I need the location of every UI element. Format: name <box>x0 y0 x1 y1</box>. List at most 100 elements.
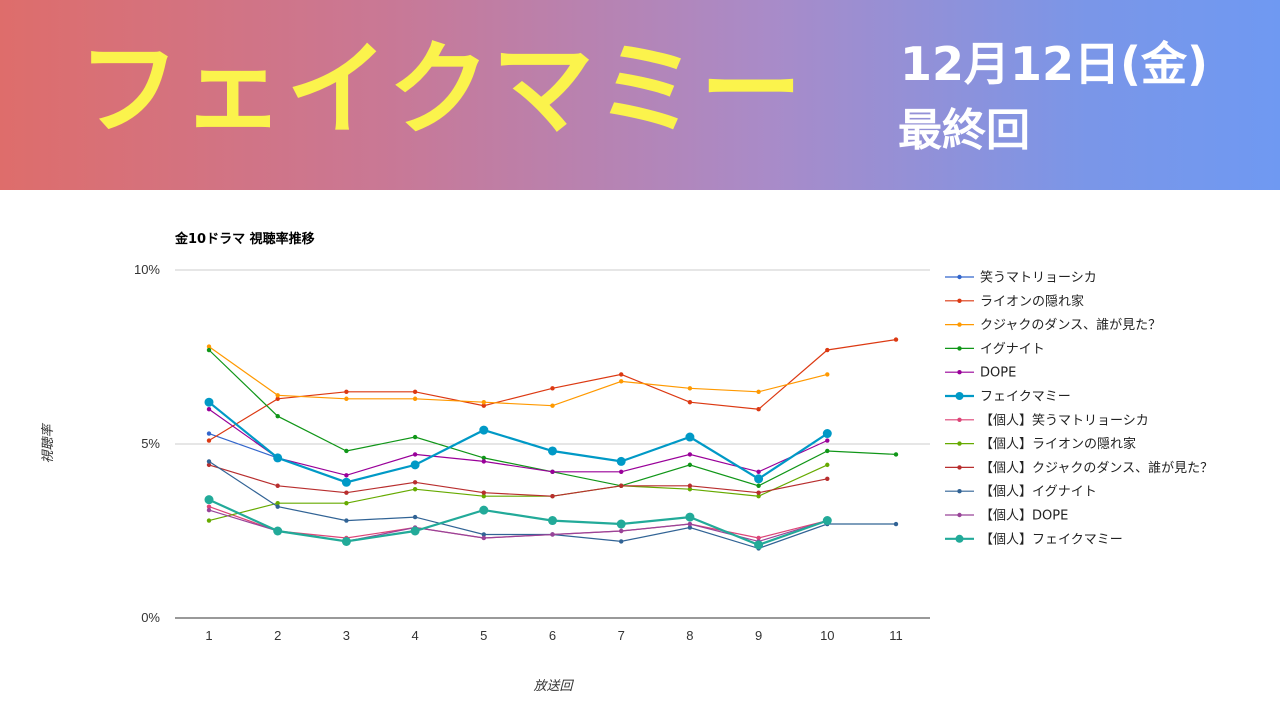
data-point <box>412 434 418 440</box>
legend-label: 【個人】イグナイト <box>980 485 1097 500</box>
data-point <box>412 452 418 457</box>
legend-label: 【個人】クジャクのダンス、誰が見た？ <box>980 460 1213 476</box>
y-axis-title: 視聴率 <box>40 423 56 464</box>
y-tick-label: 5% <box>141 436 160 451</box>
data-point <box>479 505 489 515</box>
x-tick-label: 6 <box>549 628 556 643</box>
data-point <box>412 514 418 520</box>
data-point <box>275 483 280 488</box>
series-line <box>208 464 828 522</box>
data-point <box>273 453 283 463</box>
data-point <box>410 460 420 470</box>
header-banner: フェイクマミー 12月12日(金) 最終回 <box>0 0 1280 190</box>
x-tick-label: 8 <box>686 628 693 643</box>
data-point <box>275 413 280 419</box>
legend-label: クジャクのダンス、誰が見た？ <box>980 317 1161 333</box>
data-point <box>206 462 212 468</box>
series-5 <box>206 407 830 478</box>
legend-swatch-marker <box>957 298 962 303</box>
data-point <box>481 494 486 499</box>
x-tick-label: 1 <box>205 628 212 643</box>
data-point <box>275 396 280 401</box>
data-point <box>206 347 212 353</box>
data-point <box>479 425 489 435</box>
data-point <box>756 469 761 475</box>
data-point <box>616 456 626 466</box>
data-point <box>206 431 212 436</box>
chart-ticks: 0% 5% 10% 1 2 3 4 5 6 7 8 9 10 11 <box>134 262 903 643</box>
data-point <box>344 518 349 523</box>
x-axis-title: 放送回 <box>533 679 574 694</box>
x-tick-label: 2 <box>274 628 281 643</box>
data-point <box>481 532 486 537</box>
legend-label: ライオンの隠れ家 <box>980 293 1084 309</box>
data-point <box>687 525 693 530</box>
series-12 <box>204 495 832 550</box>
data-point <box>412 480 418 485</box>
x-tick-label: 11 <box>889 628 903 643</box>
legend-label: イグナイト <box>980 342 1045 357</box>
data-point <box>687 452 693 457</box>
legend-swatch-marker <box>957 417 962 422</box>
air-date: 12月12日(金) <box>900 37 1209 91</box>
data-point <box>756 490 761 495</box>
legend-label: 【個人】DOPE <box>980 509 1068 524</box>
data-point <box>756 494 761 499</box>
legend-swatch-marker <box>957 465 962 470</box>
data-point <box>619 469 624 475</box>
series-line <box>208 349 897 487</box>
legend-label: フェイクマミー <box>980 390 1071 405</box>
legend-label: 【個人】笑うマトリョーシカ <box>980 412 1149 428</box>
data-point <box>275 504 280 509</box>
data-point <box>548 446 557 456</box>
series-line <box>208 408 828 476</box>
data-point <box>481 459 486 464</box>
legend-swatch-marker <box>957 489 962 494</box>
data-point <box>893 452 899 457</box>
data-point <box>685 432 695 442</box>
chart-title: 金10ドラマ 視聴率推移 <box>174 231 315 247</box>
data-point <box>550 386 555 391</box>
data-point <box>410 526 420 536</box>
series-line <box>208 401 828 484</box>
data-point <box>825 347 830 353</box>
data-point <box>481 400 486 405</box>
series-line <box>208 498 828 547</box>
data-point <box>344 396 349 401</box>
series-6 <box>204 397 832 487</box>
x-tick-label: 5 <box>480 628 487 643</box>
legend-swatch-marker <box>957 441 962 446</box>
series-8 <box>206 462 830 523</box>
data-point <box>206 504 212 509</box>
chart-gridlines <box>175 269 930 619</box>
data-point <box>825 448 830 454</box>
data-point <box>275 500 280 506</box>
series-line <box>208 346 828 407</box>
data-point <box>344 490 349 495</box>
chart-series <box>204 337 899 551</box>
x-tick-label: 4 <box>411 628 418 643</box>
data-point <box>687 400 693 405</box>
series-2 <box>206 337 899 443</box>
series-line <box>208 433 278 459</box>
data-point <box>822 516 832 526</box>
data-point <box>344 448 349 454</box>
data-point <box>481 490 486 495</box>
data-point <box>412 487 418 492</box>
series-9 <box>206 462 830 499</box>
data-point <box>825 438 830 443</box>
data-point <box>619 528 624 534</box>
data-point <box>687 483 693 488</box>
data-point <box>687 462 693 468</box>
legend-swatch-marker <box>957 346 962 351</box>
data-point <box>412 389 418 394</box>
legend-swatch-marker <box>957 512 962 518</box>
data-point <box>206 518 212 523</box>
y-tick-label: 10% <box>134 262 160 277</box>
data-point <box>341 477 351 487</box>
legend-label: 【個人】フェイクマミー <box>980 532 1123 547</box>
x-tick-label: 3 <box>343 628 350 643</box>
data-point <box>754 540 764 550</box>
data-point <box>756 535 761 541</box>
